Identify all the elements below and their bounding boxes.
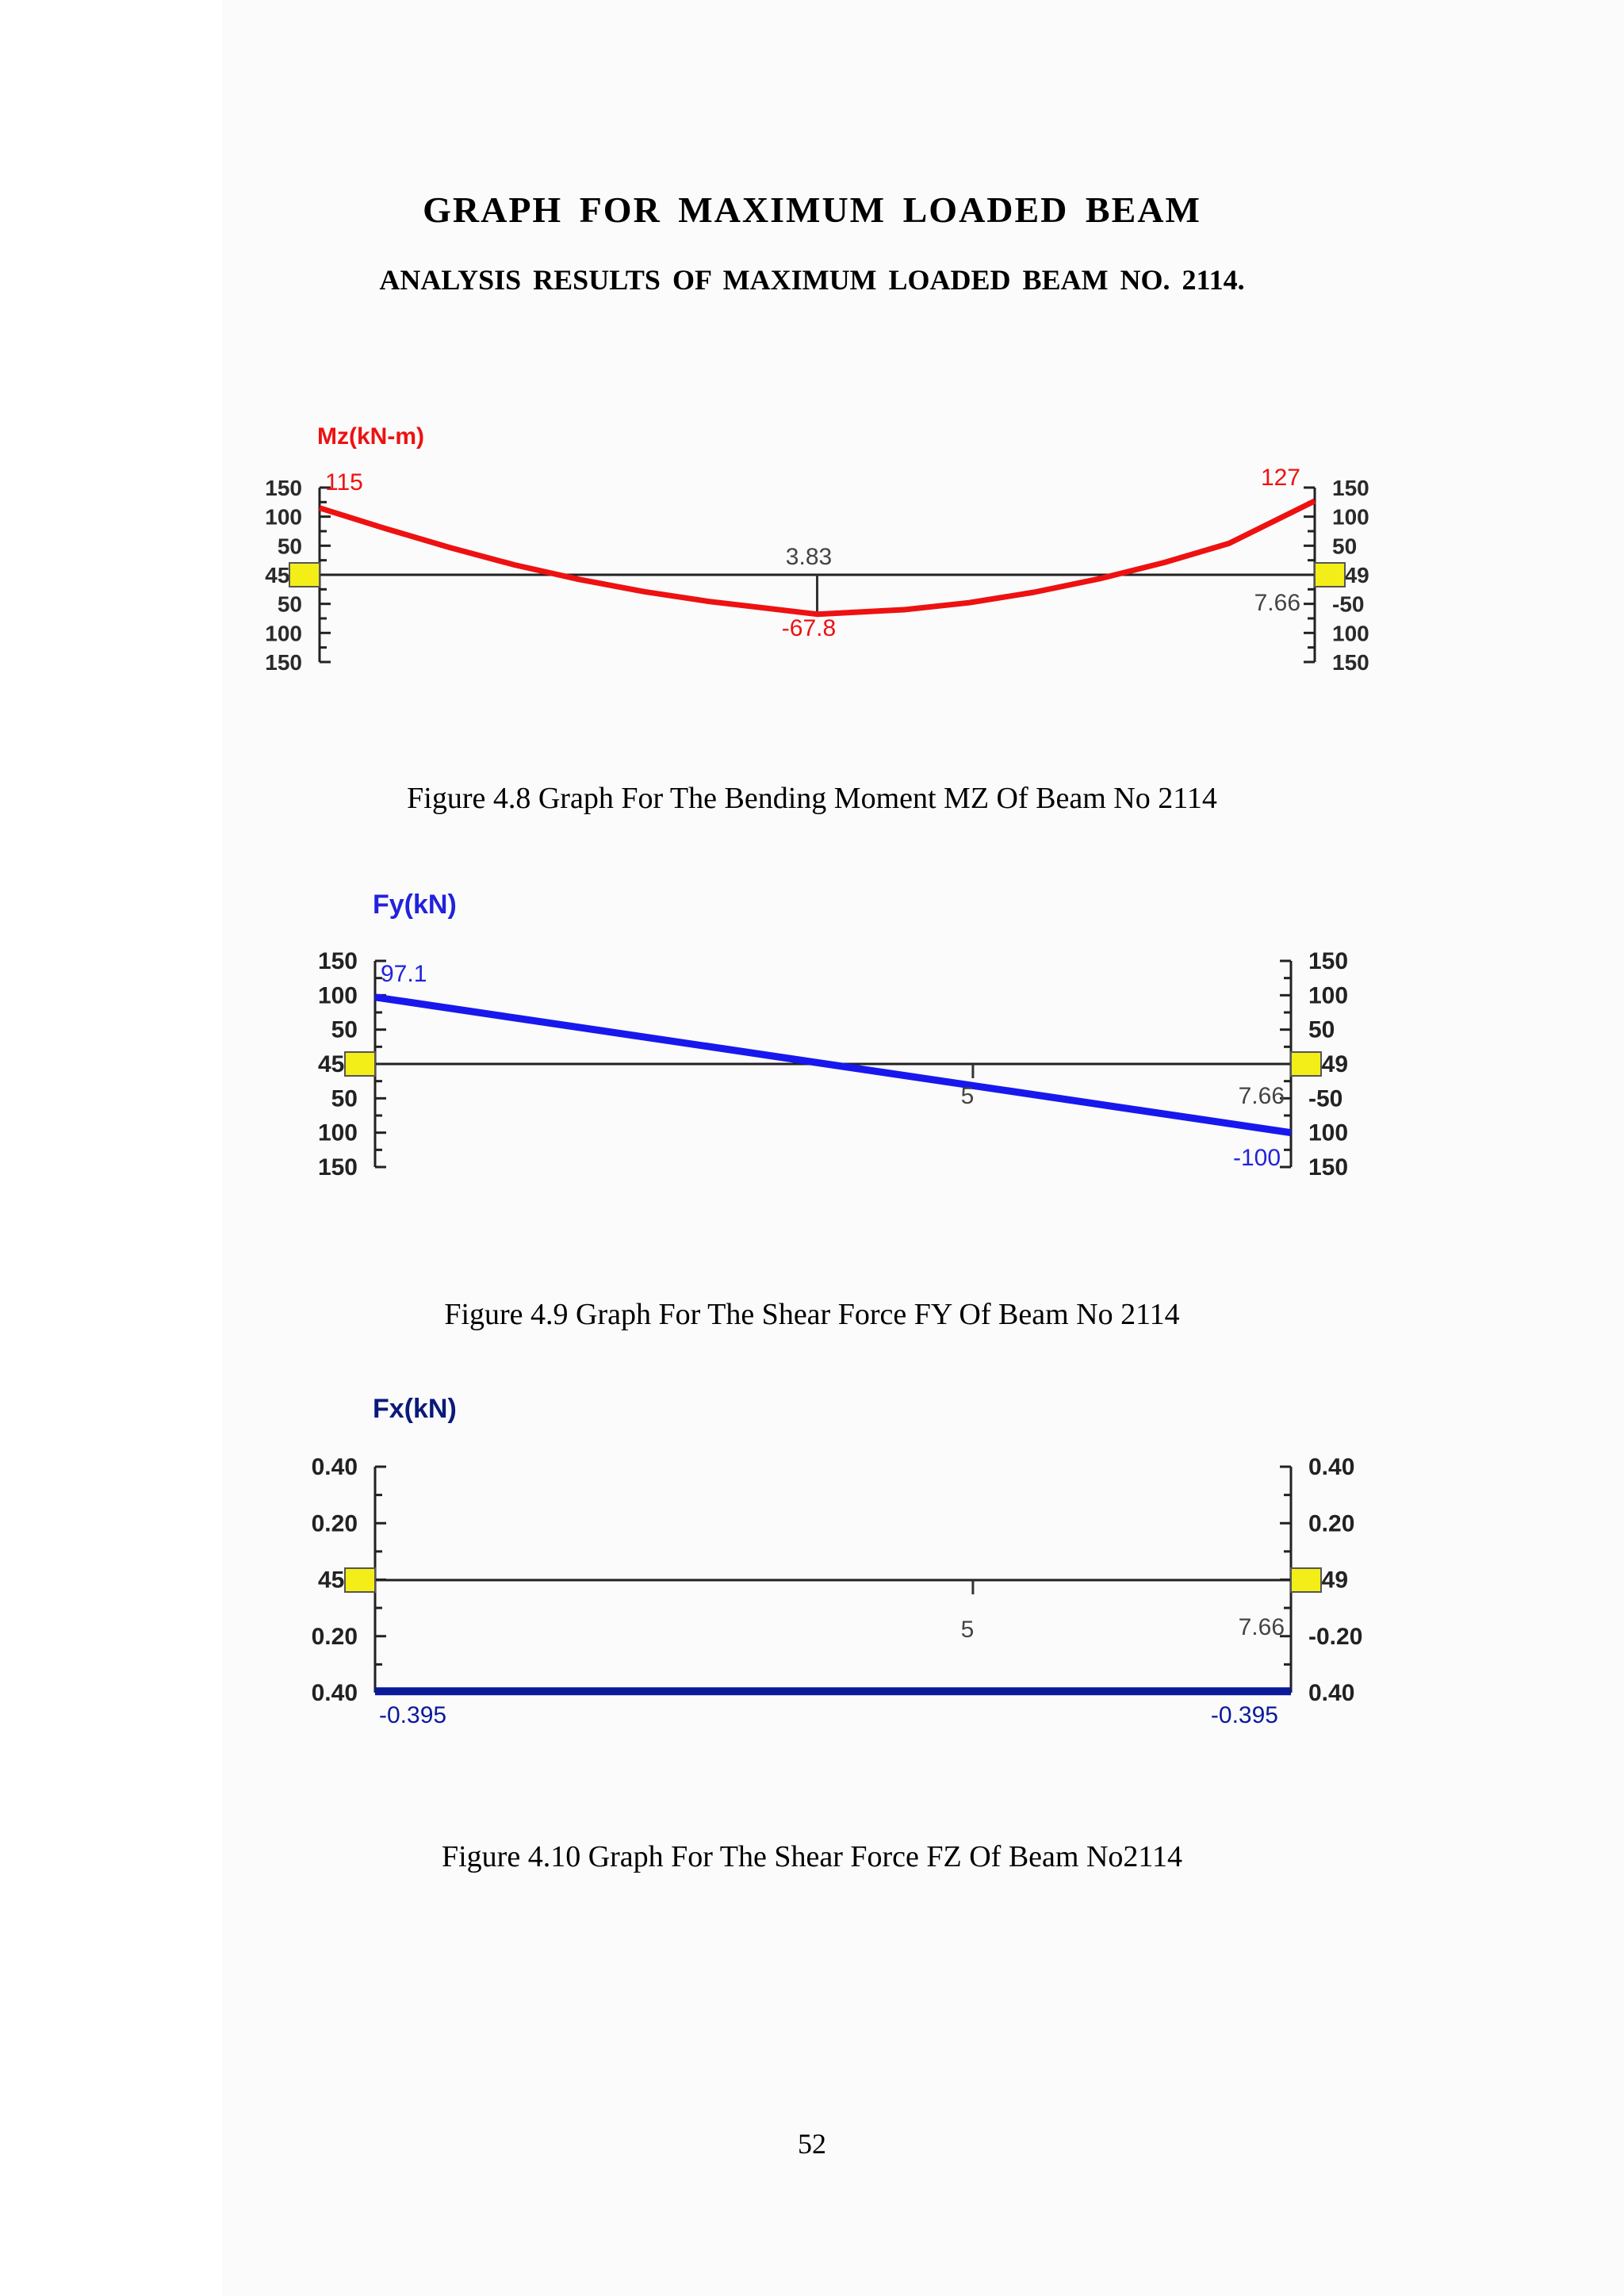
- page-background: [222, 0, 1624, 2296]
- page-number: 52: [798, 2128, 826, 2160]
- left-tick-label: 50: [278, 534, 302, 558]
- left-tick-label: 150: [318, 1154, 358, 1181]
- right-tick-label: 50: [1308, 1017, 1335, 1043]
- right-tick-label: 150: [1332, 650, 1369, 674]
- data-label: -100: [1233, 1145, 1281, 1171]
- left-tick-label: 0.40: [312, 1680, 358, 1706]
- right-tick-label: -0.20: [1308, 1624, 1362, 1650]
- data-label: 127: [1261, 465, 1300, 491]
- shear-force-fy-chart: Fy(kN) 150100504515010015015010050449-50…: [318, 890, 1348, 1181]
- data-label: 5: [961, 1617, 975, 1643]
- right-tick-label: 0.40: [1308, 1680, 1354, 1706]
- right-tick-label: 0.40: [1308, 1454, 1354, 1480]
- left-node-box: [289, 562, 320, 587]
- data-label: 97.1: [381, 961, 427, 987]
- left-tick-label: 100: [265, 505, 302, 530]
- right-tick-label: 0.20: [1308, 1510, 1354, 1536]
- right-tick-label: 150: [1332, 476, 1369, 500]
- left-node-box: [344, 1051, 376, 1077]
- data-label: 115: [325, 469, 363, 496]
- data-label: -67.8: [782, 615, 836, 641]
- data-label: -0.395: [379, 1702, 446, 1728]
- shear-force-fx-chart: Fx(kN) 0.400.204510.200.400.400.20449-0.…: [312, 1394, 1363, 1728]
- left-tick-label: 0.20: [312, 1624, 358, 1650]
- bending-moment-chart: Mz(kN-m) 150100504515010015015010050449-…: [265, 423, 1369, 674]
- chart-title: Fx(kN): [373, 1394, 457, 1424]
- right-node-box: [1314, 562, 1346, 587]
- figure-caption-4-9: Figure 4.9 Graph For The Shear Force FY …: [444, 1298, 1180, 1331]
- left-tick-label: 150: [265, 650, 302, 674]
- left-tick-label: 50: [331, 1085, 358, 1112]
- right-tick-label: 50: [1332, 534, 1357, 558]
- right-tick-label: -50: [1308, 1085, 1342, 1112]
- left-tick-label: 100: [265, 621, 302, 645]
- left-node-box: [344, 1567, 376, 1593]
- right-tick-label: 100: [1332, 621, 1369, 645]
- data-label: 7.66: [1239, 1083, 1285, 1109]
- left-tick-label: 50: [278, 592, 302, 617]
- left-tick-label: 50: [331, 1017, 358, 1043]
- data-label: 3.83: [786, 544, 832, 570]
- series-line: [374, 993, 1292, 1137]
- left-tick-label: 150: [265, 476, 302, 500]
- right-tick-label: 100: [1332, 505, 1369, 530]
- figure-caption-4-8: Figure 4.8 Graph For The Bending Moment …: [407, 782, 1217, 815]
- data-label: 7.66: [1254, 590, 1300, 616]
- figure-caption-4-10: Figure 4.10 Graph For The Shear Force FZ…: [441, 1840, 1182, 1873]
- left-tick-label: 0.20: [312, 1510, 358, 1536]
- data-label: -0.395: [1211, 1702, 1278, 1728]
- data-label: 7.66: [1239, 1614, 1285, 1640]
- chart-title: Mz(kN-m): [317, 423, 424, 450]
- right-tick-label: -50: [1332, 592, 1364, 617]
- right-node-box: [1290, 1051, 1322, 1077]
- right-tick-label: 100: [1308, 982, 1348, 1008]
- right-tick-label: 100: [1308, 1120, 1348, 1146]
- right-tick-label: 150: [1308, 948, 1348, 974]
- series-line: [318, 498, 1316, 618]
- data-label: 5: [961, 1083, 975, 1109]
- right-node-box: [1290, 1567, 1322, 1593]
- left-tick-label: 0.40: [312, 1454, 358, 1480]
- left-tick-label: 100: [318, 982, 358, 1008]
- left-tick-label: 150: [318, 948, 358, 974]
- right-tick-label: 150: [1308, 1154, 1348, 1181]
- page-title: GRAPH FOR MAXIMUM LOADED BEAM: [423, 189, 1201, 230]
- left-tick-label: 100: [318, 1120, 358, 1146]
- page-subtitle: ANALYSIS RESULTS OF MAXIMUM LOADED BEAM …: [379, 264, 1245, 296]
- chart-title: Fy(kN): [373, 890, 457, 920]
